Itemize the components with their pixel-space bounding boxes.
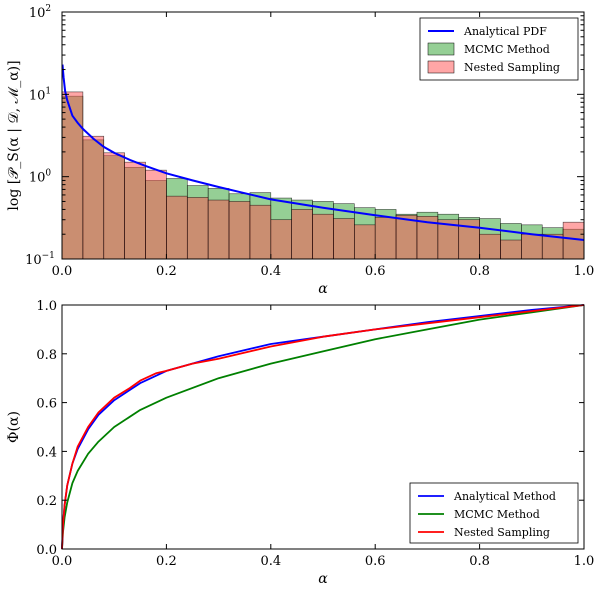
histogram-bar-nested	[374, 217, 397, 260]
x-tick-label: 1.0	[574, 554, 595, 569]
top-x-axis-label: α	[318, 281, 328, 297]
x-tick-label: 0.4	[260, 554, 281, 569]
histogram-bar-nested	[354, 224, 376, 260]
legend-label: Nested Sampling	[464, 61, 560, 74]
histogram-bar-nested	[333, 218, 355, 260]
bottom-cdf-panel: 0.0 0.2 0.4 0.6 0.8 1.0 0.0 0.2 0.4 0.6 0.8 1.0 α Φ…	[6, 299, 594, 587]
legend-box	[409, 482, 579, 544]
bottom-y-axis-label: Φ(α)	[6, 411, 22, 443]
bottom-x-axis-label: α	[318, 571, 328, 587]
legend-label: Analytical Method	[453, 490, 556, 503]
legend-label: Analytical PDF	[463, 25, 547, 38]
x-tick-label: 0.6	[365, 554, 386, 569]
cdf-curves	[61, 304, 585, 550]
top-legend: Analytical PDF MCMC Method Nested Sampling	[419, 17, 579, 81]
histogram-bar-nested	[312, 213, 334, 260]
top-y-axis-label: log [𝒫_S(α | 𝒟, ℳ_α)]	[6, 60, 22, 210]
cdf-line-mcmc-method	[61, 304, 585, 550]
y-tick-label: 0.6	[36, 397, 57, 412]
y-tick-label: 100	[29, 169, 52, 186]
bottom-axis-ticks: 0.0 0.2 0.4 0.6 0.8 1.0 0.0 0.2 0.4 0.6 0.8 1.0	[36, 299, 594, 569]
legend-swatch-patch	[427, 60, 455, 74]
x-tick-label: 1.0	[574, 264, 595, 279]
histogram-bars	[61, 91, 585, 260]
analytical-pdf-curve	[61, 64, 585, 241]
y-tick-label: 102	[29, 4, 51, 21]
histogram-bar-nested	[249, 204, 272, 260]
histogram-bar-nested	[500, 239, 522, 260]
x-tick-label: 0.2	[156, 264, 177, 279]
y-tick-label: 101	[29, 86, 51, 103]
x-tick-label: 0.8	[469, 264, 490, 279]
x-tick-label: 0.0	[52, 554, 73, 569]
y-tick-exponent: 2	[45, 4, 51, 14]
y-tick-base: 10	[29, 88, 46, 103]
histogram-bar-nested	[207, 199, 230, 260]
y-tick-label: 1.0	[36, 299, 57, 314]
legend-label: Nested Sampling	[454, 526, 550, 539]
top-axes-frame	[61, 11, 585, 260]
y-tick-label: 0.8	[36, 348, 57, 363]
y-tick-label: 10−1	[25, 251, 55, 268]
histogram-bar-nested	[103, 152, 125, 260]
y-tick-base: 10	[29, 171, 46, 186]
histogram-bar-nested	[270, 219, 292, 260]
histogram-bar-nested	[186, 197, 209, 260]
histogram-bar-nested	[395, 214, 418, 260]
histogram-bar-nested	[145, 169, 167, 260]
x-tick-label: 0.4	[260, 264, 281, 279]
legend-label: MCMC Method	[464, 43, 550, 56]
y-tick-exponent: 0	[45, 169, 51, 179]
histogram-bar-nested	[479, 233, 501, 260]
histogram-bar-nested	[82, 135, 105, 260]
cdf-line-nested-sampling	[61, 304, 585, 550]
x-tick-label: 0.2	[156, 554, 177, 569]
legend-swatch-patch	[427, 42, 455, 56]
x-tick-label: 0.8	[469, 554, 490, 569]
y-tick-label: 0.4	[36, 445, 57, 460]
y-tick-exponent: −1	[42, 251, 55, 261]
y-tick-base: 10	[29, 6, 46, 21]
legend-label: MCMC Method	[454, 508, 540, 521]
x-tick-label: 0.0	[52, 264, 73, 279]
histogram-bar-nested	[228, 201, 251, 260]
bottom-axes-frame	[61, 304, 585, 550]
x-tick-label: 0.6	[365, 264, 386, 279]
y-tick-exponent: 1	[45, 86, 51, 96]
y-tick-base: 10	[25, 253, 42, 268]
bottom-legend: Analytical Method MCMC Method Nested Sampl…	[409, 482, 579, 544]
histogram-bar-nested	[124, 161, 146, 260]
histogram-bar-nested	[166, 195, 188, 260]
y-tick-label: 0.2	[36, 494, 57, 509]
histogram-bar-nested	[291, 209, 313, 260]
y-tick-label: 0.0	[36, 543, 57, 558]
histogram-bar-nested	[521, 233, 543, 260]
analytical-pdf-line	[61, 64, 585, 241]
